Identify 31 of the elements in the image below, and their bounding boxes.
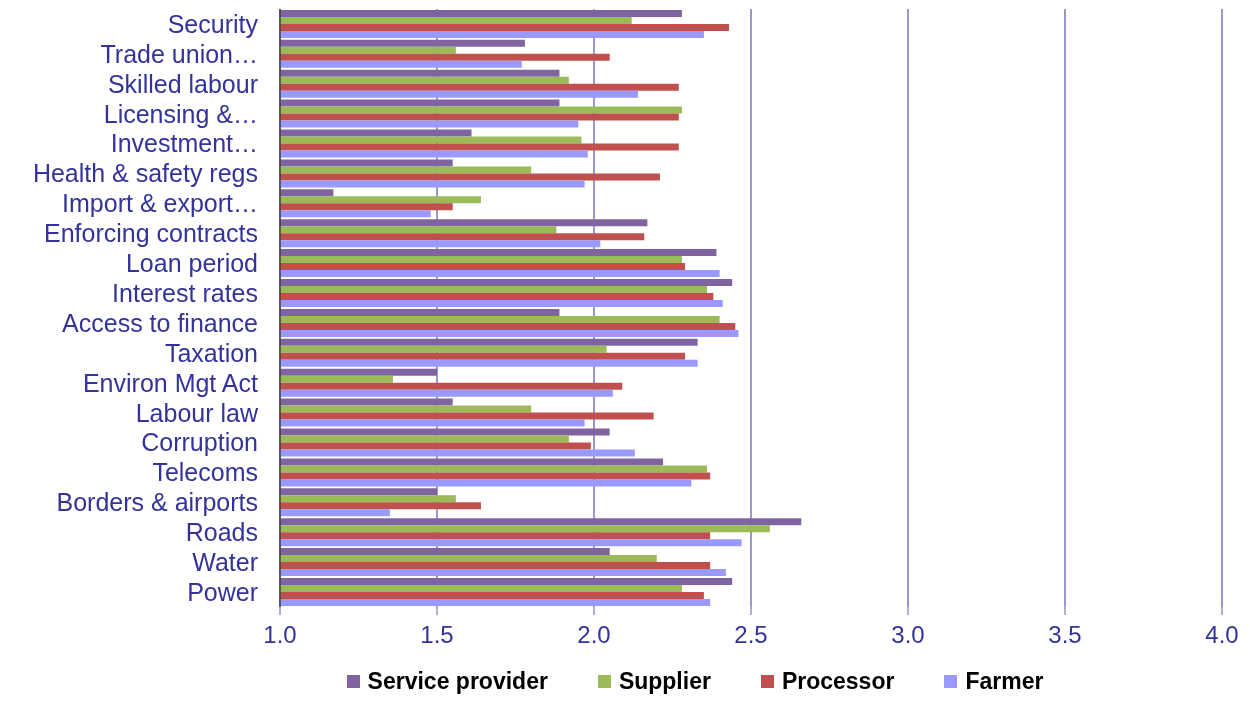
x-tick-label: 1.5 [420,621,454,649]
legend-label: Farmer [965,668,1044,695]
x-tick-label: 1.0 [263,621,297,649]
x-tick-label: 4.0 [1205,621,1239,649]
y-tick-label: Enforcing contracts [44,219,258,248]
x-tick-label: 2.5 [734,621,768,649]
y-tick-label: Skilled labour [107,69,258,98]
y-tick-label: Investment… [110,129,258,158]
y-tick-label: Licensing &… [103,99,258,128]
y-tick-label: Import & export… [62,189,258,218]
y-tick-label: Access to finance [62,308,258,337]
y-tick-label: Corruption [141,428,258,457]
y-tick-label: Taxation [164,338,258,367]
y-tick-label: Trade union… [100,39,258,68]
y-tick-label: Power [187,577,258,606]
y-tick-label: Telecoms [152,458,258,487]
y-tick-label: Water [192,548,258,577]
y-tick-label: Security [167,9,259,38]
y-tick-label: Roads [185,518,258,547]
y-tick-label: Labour law [135,398,259,427]
legend-label: Service provider [367,668,548,695]
legend-label: Supplier [618,668,711,695]
y-tick-label: Health & safety regs [32,159,258,188]
x-tick-label: 3.0 [891,621,925,649]
x-tick-label: 2.0 [577,621,611,649]
legend-label: Processor [781,668,895,695]
y-tick-label: Environ Mgt Act [82,368,259,397]
y-tick-label: Loan period [125,249,258,278]
x-tick-label: 3.5 [1048,621,1082,649]
y-tick-label: Borders & airports [56,488,258,517]
y-tick-label: Interest rates [112,278,258,307]
